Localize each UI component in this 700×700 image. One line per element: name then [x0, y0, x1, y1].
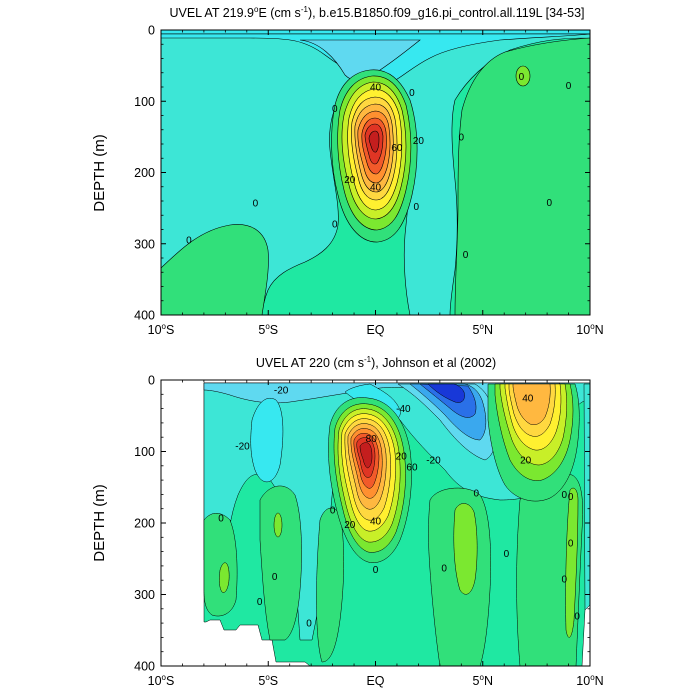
panel-model: UVEL AT 219.9oE (cm s-1), b.e15.B1850.f0…	[91, 5, 604, 337]
panel-title: UVEL AT 220 (cm s-1), Johnson et al (200…	[256, 355, 496, 370]
contour-label: -40	[396, 404, 411, 415]
contour-label: 0	[253, 199, 259, 210]
panel-title: UVEL AT 219.9oE (cm s-1), b.e15.B1850.f0…	[169, 5, 584, 20]
y-tick-label: 200	[134, 517, 155, 531]
x-tick-label: 5oS	[258, 673, 278, 688]
contour-field	[203, 382, 590, 666]
contour-label: 20	[413, 136, 425, 147]
contour-label: 0	[306, 619, 312, 630]
y-tick-label: 300	[134, 588, 155, 602]
contour-label: 0	[332, 219, 338, 230]
contour-label: 0	[561, 574, 567, 585]
x-tick-label: 10oN	[576, 673, 603, 688]
y-tick-label: 0	[148, 24, 155, 38]
contour-field	[161, 30, 590, 315]
x-tick-label: 10oN	[576, 322, 603, 337]
contour-label: -20	[426, 456, 441, 467]
contour-label: 0	[459, 132, 465, 143]
x-tick-label: EQ	[366, 674, 384, 688]
contour-label: 0	[568, 492, 574, 503]
contour-label: 20	[344, 175, 356, 186]
y-tick-label: 100	[134, 95, 155, 109]
contour-label: -20	[274, 386, 289, 397]
x-tick-label: 10oS	[148, 322, 175, 337]
x-tick-label: 5oN	[473, 322, 493, 337]
contour-label: 0	[561, 490, 567, 501]
contour-label: 0	[272, 572, 278, 583]
contour-label: 0	[413, 202, 419, 213]
x-tick-label: EQ	[366, 323, 384, 337]
contour-label: -20	[235, 441, 250, 452]
contour-label: 0	[330, 506, 336, 517]
contour-label: 20	[396, 451, 408, 462]
contour-label: 0	[441, 564, 447, 575]
y-tick-label: 400	[134, 309, 155, 323]
contour-label: 0	[373, 565, 379, 576]
contour-label: 20	[520, 456, 532, 467]
contour-label: 80	[366, 434, 378, 445]
contour-label: 0	[463, 250, 469, 261]
y-tick-label: 200	[134, 166, 155, 180]
y-tick-label: 0	[148, 374, 155, 388]
contour-label: 0	[568, 539, 574, 550]
y-tick-label: 300	[134, 237, 155, 251]
y-tick-label: 400	[134, 660, 155, 674]
contour-label: 0	[519, 72, 525, 83]
contour-label: 40	[370, 83, 382, 94]
contour-label: 0	[409, 88, 415, 99]
contour-label: 0	[218, 513, 224, 524]
contour-label: 40	[370, 516, 382, 527]
contour-label: 0	[566, 81, 572, 92]
contour-label: 0	[332, 104, 338, 115]
y-axis-label: DEPTH (m)	[91, 134, 108, 212]
contour-label: 0	[186, 236, 192, 247]
contour-label: 0	[546, 198, 552, 209]
panel-observed: UVEL AT 220 (cm s-1), Johnson et al (200…	[91, 355, 604, 688]
contour-label: 0	[504, 549, 510, 560]
contour-label: 0	[474, 488, 480, 499]
y-tick-label: 100	[134, 445, 155, 459]
contour-label: 40	[522, 393, 534, 404]
contour-label: 0	[574, 611, 580, 622]
x-tick-label: 5oS	[258, 322, 278, 337]
contour-label: 20	[344, 520, 356, 531]
contour-label: 0	[257, 597, 263, 608]
contour-label: 60	[391, 143, 403, 154]
contour-label: 40	[370, 182, 382, 193]
contour-label: 60	[406, 463, 418, 474]
x-tick-label: 5oN	[473, 673, 493, 688]
contour-labels: 40 20 60 20 40 0 0 0 0 0 0 0 0 0 0 0	[186, 72, 572, 261]
x-tick-label: 10oS	[148, 673, 175, 688]
y-axis-label: DEPTH (m)	[91, 484, 108, 562]
